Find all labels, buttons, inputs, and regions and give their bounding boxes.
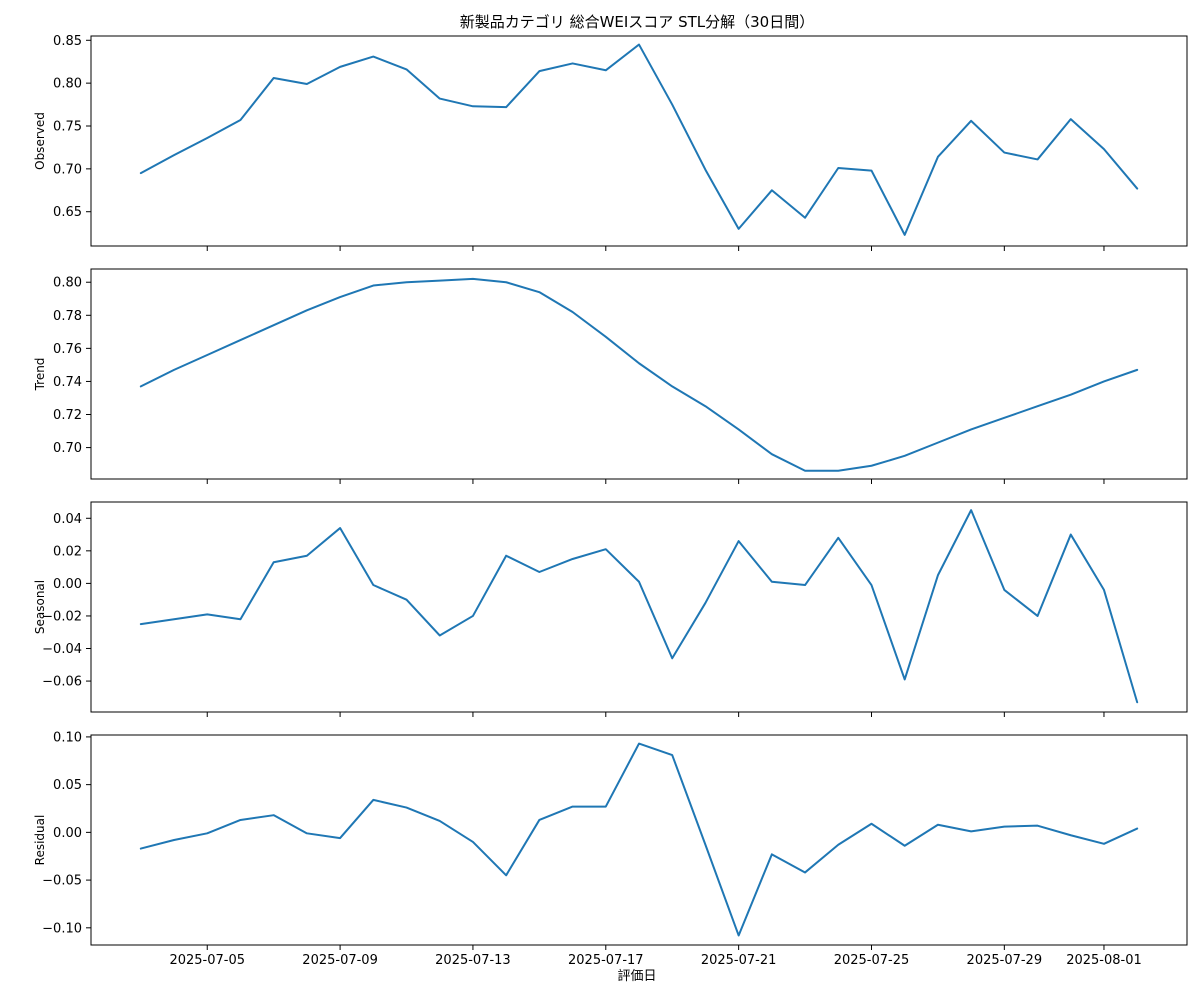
- panel-residual: −0.10 −0.05 0.00 0.05 0.10 2025-07-05 2025-07-…: [33, 730, 1188, 968]
- y-tick-label: 0.00: [53, 826, 82, 841]
- series-line-observed: [139, 43, 1139, 236]
- series-line-trend: [139, 277, 1139, 472]
- x-tick-label: 2025-07-21: [701, 953, 777, 968]
- y-tick-label: 0.85: [53, 34, 82, 49]
- y-tick-label: 0.10: [53, 730, 82, 745]
- y-tick-label: −0.05: [42, 874, 82, 889]
- y-tick-label: 0.78: [53, 309, 82, 324]
- y-tick-label: 0.04: [53, 512, 82, 527]
- y-tick-label: 0.80: [53, 276, 82, 291]
- y-tick-label: 0.05: [53, 778, 82, 793]
- x-tick-label: 2025-07-05: [169, 953, 245, 968]
- series-line-residual: [139, 742, 1139, 937]
- panel-seasonal: −0.06 −0.04 −0.02 0.00 0.02 0.04 Seasonal: [33, 501, 1188, 717]
- y-tick-label: 0.70: [53, 162, 82, 177]
- panel-frame: [90, 35, 1188, 247]
- chart-title: 新製品カテゴリ 総合WEIスコア STL分解（30日間）: [460, 13, 814, 31]
- y-tick-label: 0.70: [53, 441, 82, 456]
- x-axis-label: 評価日: [617, 969, 656, 984]
- y-axis-label: Residual: [33, 815, 47, 866]
- y-tick-label: −0.04: [42, 642, 82, 657]
- y-tick-label: −0.06: [42, 675, 82, 690]
- y-axis-label: Trend: [33, 358, 47, 392]
- panel-frame: [90, 268, 1188, 480]
- panel-trend: 0.70 0.72 0.74 0.76 0.78 0.80 Trend: [33, 268, 1188, 484]
- y-tick-label: 0.74: [53, 375, 82, 390]
- panel-frame: [90, 734, 1188, 946]
- y-tick-label: 0.65: [53, 205, 82, 220]
- x-tick-label: 2025-07-13: [435, 953, 511, 968]
- panel-observed: 0.65 0.70 0.75 0.80 0.85 Observed: [33, 34, 1188, 251]
- x-tick-label: 2025-07-09: [302, 953, 378, 968]
- y-axis-label: Seasonal: [33, 580, 47, 634]
- x-tick-label: 2025-07-17: [568, 953, 644, 968]
- y-tick-label: −0.02: [42, 609, 82, 624]
- x-tick-label: 2025-08-01: [1066, 953, 1142, 968]
- x-tick-label: 2025-07-25: [834, 953, 910, 968]
- y-tick-label: 0.02: [53, 544, 82, 559]
- y-axis-label: Observed: [33, 112, 47, 170]
- y-tick-label: −0.10: [42, 921, 82, 936]
- y-tick-label: 0.00: [53, 577, 82, 592]
- x-tick-label: 2025-07-29: [967, 953, 1043, 968]
- y-tick-label: 0.80: [53, 77, 82, 92]
- y-tick-label: 0.72: [53, 408, 82, 423]
- y-tick-label: 0.76: [53, 342, 82, 357]
- y-tick-label: 0.75: [53, 120, 82, 135]
- panels-group: 0.65 0.70 0.75 0.80 0.85 Observed 0.70 0.72 0.74…: [33, 34, 1188, 968]
- panel-frame: [90, 501, 1188, 713]
- series-line-seasonal: [139, 509, 1139, 704]
